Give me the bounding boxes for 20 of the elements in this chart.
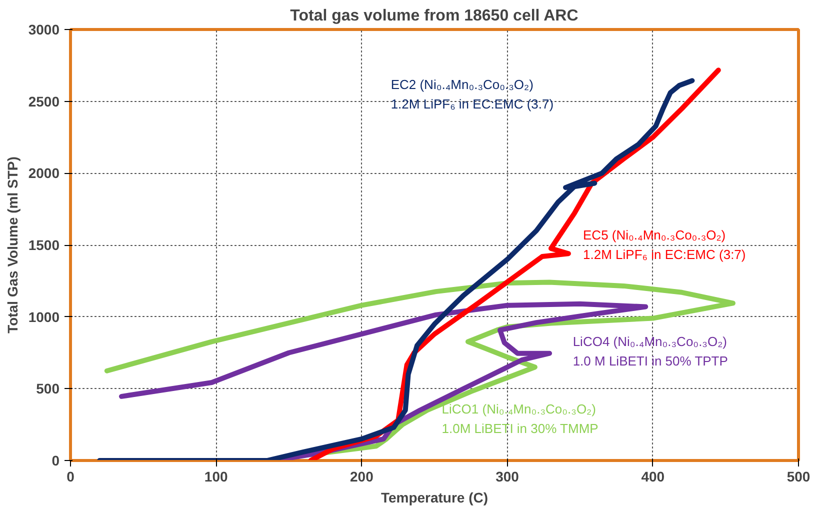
x-tick-label: 200 [350,468,374,484]
series-label: LiCO1 (Ni₀.₄Mn₀.₃Co₀.₃O₂) 1.0M LiBETI in 30% TMMP [442,402,598,436]
y-axis-title: Total Gas Volume (ml STP) [4,156,20,334]
x-tick-label: 0 [66,468,75,484]
y-tick-label: 0 [52,452,60,468]
x-tick-label: 500 [786,468,810,484]
series-label: LiCO4 (Ni₀.₄Mn₀.₃Co₀.₃O₂) 1.0 M LiBETI in 50% TPTP [572,334,728,369]
y-tick-label: 2500 [28,93,60,110]
text: EC2 (Ni₀.₄Mn₀.₃Co₀.₃O₂) 1.2M LiPF₆ in EC:EMC (3.7) [390,76,554,112]
x-tick-label: 400 [641,468,665,484]
y-tick-label: 3000 [28,22,60,38]
y-tick-label: 1500 [28,237,60,253]
series-label: EC5 (Ni₀.₄Mn₀.₃Co₀.₃O₂) 1.2M LiPF₆ in EC:EMC (3:7) [583,228,746,262]
x-tick-label: 100 [204,468,228,484]
x-axis-title: Temperature (C) [380,490,488,506]
y-tick-label: 1000 [28,308,60,325]
y-tick-label: 2000 [28,165,60,182]
y-tick-label: 500 [36,380,60,397]
chart-title: Total gas volume from 18650 cell ARC [290,8,579,24]
x-tick-label: 300 [496,468,520,484]
